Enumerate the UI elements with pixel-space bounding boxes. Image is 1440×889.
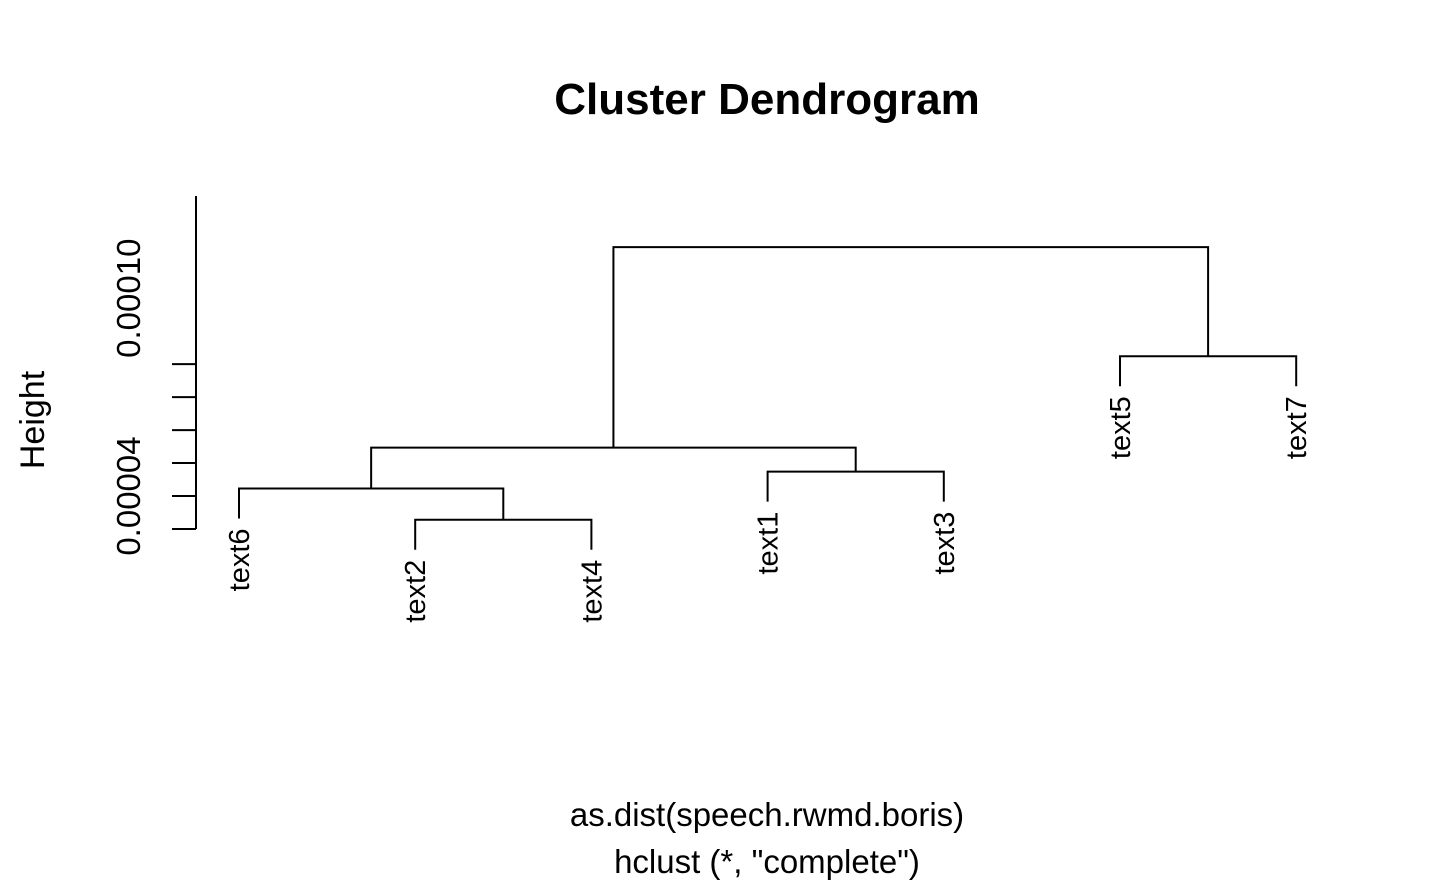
y-axis-label: Height	[14, 370, 52, 469]
leaf-label-text3: text3	[929, 512, 961, 575]
dendrogram-link	[612, 246, 1210, 448]
dendrogram-link	[766, 470, 945, 502]
dendrogram-link	[370, 446, 857, 489]
leaf-label-text6: text6	[224, 528, 256, 591]
leaf-labels: text6 text2 text4 text1 text3 text5 text7	[224, 396, 1313, 622]
chart-title: Cluster Dendrogram	[554, 75, 979, 124]
leaf-label-text5: text5	[1105, 396, 1137, 459]
leaf-label-text2: text2	[400, 560, 432, 623]
dendrogram-link	[414, 518, 593, 550]
leaf-label-text1: text1	[753, 512, 785, 575]
y-axis: 0.00004 0.00010	[110, 196, 197, 556]
leaf-label-text7: text7	[1281, 396, 1313, 459]
x-axis-subtitle: hclust (*, "complete")	[614, 843, 920, 880]
leaf-label-text4: text4	[576, 560, 608, 623]
x-axis-label: as.dist(speech.rwmd.boris)	[570, 796, 964, 833]
dendrogram-link	[1119, 355, 1298, 387]
dendrogram-link	[238, 487, 505, 520]
dendrogram-links	[238, 246, 1298, 550]
y-tick-label: 0.00004	[110, 436, 147, 555]
y-tick-label: 0.00010	[110, 239, 147, 358]
